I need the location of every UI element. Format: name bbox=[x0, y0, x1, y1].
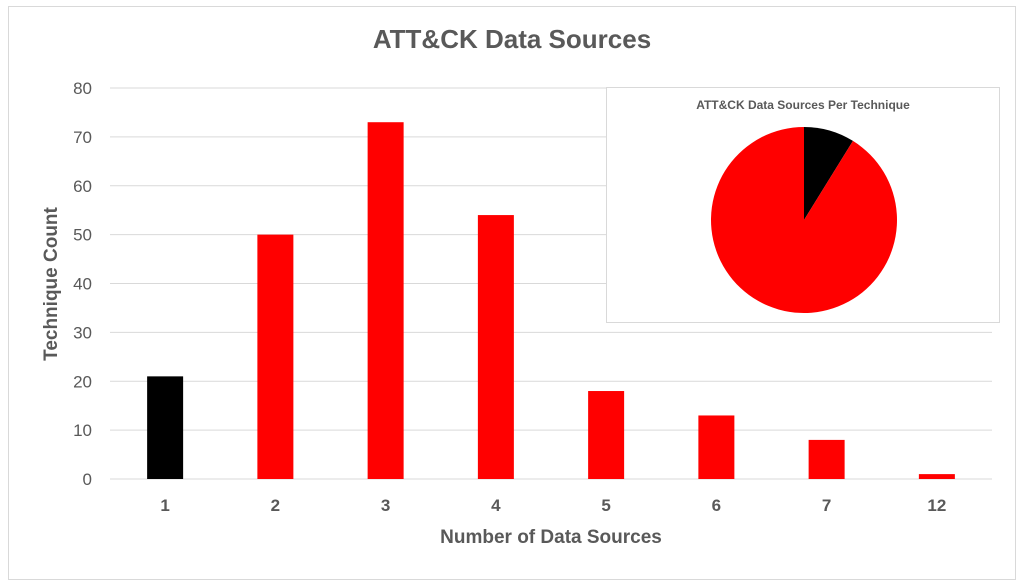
bar-4 bbox=[477, 215, 514, 479]
pie-slice-0 bbox=[804, 127, 853, 220]
y-tick-label: 0 bbox=[83, 470, 92, 489]
y-tick-label: 70 bbox=[73, 128, 92, 147]
bar-2 bbox=[257, 234, 294, 479]
chart-title: ATT&CK Data Sources bbox=[372, 24, 652, 54]
bar-7 bbox=[808, 439, 845, 479]
pie-title: ATT&CK Data Sources Per Technique bbox=[696, 98, 910, 112]
x-tick-label: 5 bbox=[601, 496, 610, 515]
y-tick-label: 60 bbox=[73, 177, 92, 196]
x-tick-label: 6 bbox=[712, 496, 721, 515]
pie-slice-1 bbox=[711, 127, 897, 313]
y-tick-label: 80 bbox=[73, 79, 92, 98]
pie-inset: ATT&CK Data Sources Per Technique bbox=[606, 87, 1000, 323]
x-tick-label: 1 bbox=[160, 496, 169, 515]
y-tick-label: 10 bbox=[73, 421, 92, 440]
x-tick-label: 4 bbox=[491, 496, 501, 515]
x-tick-label: 2 bbox=[271, 496, 280, 515]
x-axis-label: Number of Data Sources bbox=[440, 527, 662, 548]
y-tick-label: 40 bbox=[73, 275, 92, 294]
pie-chart bbox=[711, 127, 897, 313]
x-tick-label: 12 bbox=[927, 496, 946, 515]
bar-6 bbox=[698, 415, 735, 479]
bar-3 bbox=[367, 122, 404, 480]
x-tick-label: 3 bbox=[381, 496, 390, 515]
x-tick-label: 7 bbox=[822, 496, 831, 515]
bar-12 bbox=[918, 474, 955, 479]
bar-1 bbox=[147, 376, 184, 479]
bar-5 bbox=[588, 391, 625, 479]
y-tick-label: 50 bbox=[73, 226, 92, 245]
y-tick-label: 20 bbox=[73, 372, 92, 391]
y-tick-label: 30 bbox=[73, 323, 92, 342]
